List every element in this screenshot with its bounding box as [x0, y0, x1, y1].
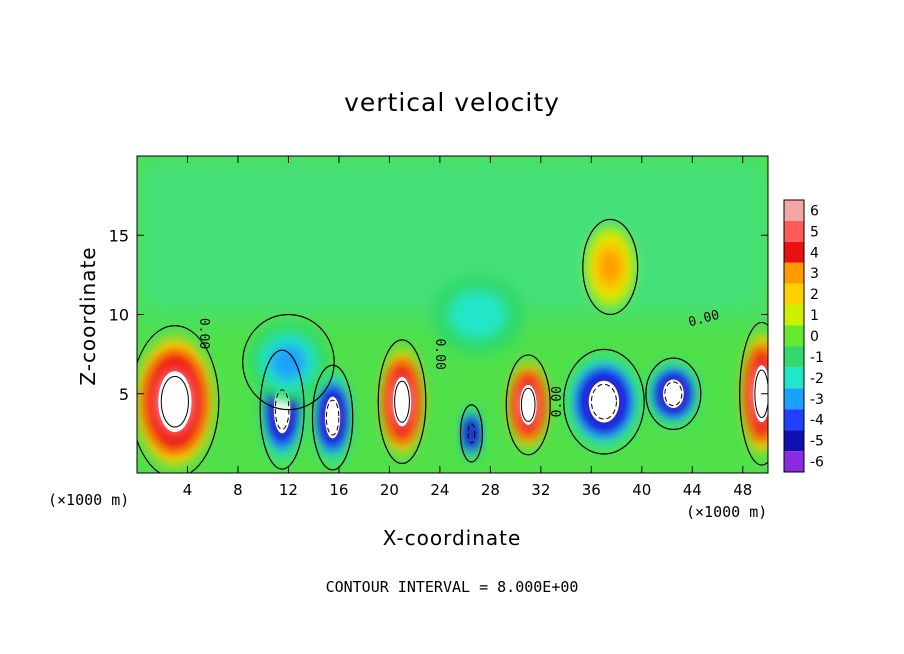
colorbar-swatch-7 [784, 346, 804, 368]
chart-title: vertical velocity [344, 88, 560, 117]
field-cell-6-saturated [588, 380, 620, 423]
colorbar-label-6: 0 [810, 329, 819, 345]
field-cell-11-level-3 [270, 344, 306, 380]
x-tick-label-9: 40 [632, 481, 651, 499]
x-tick-label-2: 12 [279, 481, 298, 499]
colorbar-label-4: 2 [810, 287, 819, 303]
x-tick-label-11: 48 [733, 481, 752, 499]
y-tick-label-0: 5 [119, 385, 129, 404]
contour-zero-6 [563, 348, 645, 455]
contour-interval-note: CONTOUR INTERVAL = 8.000E+00 [325, 578, 579, 596]
contour-zero-11 [242, 313, 335, 411]
contour-inner-3 [394, 380, 410, 423]
contour-zero-5 [505, 354, 551, 456]
colorbar-swatch-10 [784, 409, 804, 431]
colorbar-swatch-8 [784, 367, 804, 389]
contour-inner-5 [520, 387, 536, 422]
contour-label-1: 0.00 [432, 338, 447, 369]
colorbar-swatch-1 [784, 220, 804, 242]
field-cell-8-saturated [753, 365, 768, 423]
colorbar-swatch-3 [784, 262, 804, 284]
contour-lines [137, 218, 768, 473]
heatmap-field [137, 156, 768, 473]
colorbar-swatch-4 [784, 283, 804, 305]
x-tick-label-8: 36 [582, 481, 601, 499]
field-cell-7-saturated [662, 379, 684, 409]
x-axis: 4 8 12 16 20 24 28 32 36 40 44 48 [183, 156, 752, 499]
contour-inner-0 [160, 375, 189, 428]
x-unit-right: (×1000 m) [686, 503, 768, 521]
colorbar-label-12: -6 [810, 455, 824, 471]
colorbar-label-9: -3 [810, 392, 824, 408]
colorbar-swatch-5 [784, 304, 804, 326]
contour-zero-3 [377, 339, 427, 465]
x-tick-label-5: 24 [430, 481, 449, 499]
contour-label-0: 0.00 [196, 318, 211, 349]
colorbar-label-7: -1 [810, 350, 824, 366]
colorbar-swatch-0 [784, 200, 804, 221]
colorbar: 6 5 4 3 2 1 0 -1 -2 -3 -4 -5 -6 [783, 199, 824, 473]
x-axis-label: X-coordinate [382, 526, 522, 550]
y-tick-label-1: 10 [109, 306, 129, 325]
colorbar-label-2: 4 [810, 245, 819, 261]
contour-zero-8 [739, 321, 768, 466]
colorbar-label-3: 3 [810, 266, 819, 282]
colorbar-label-10: -4 [810, 413, 824, 429]
contour-label-2: 0.00 [550, 386, 565, 417]
x-tick-label-7: 32 [531, 481, 550, 499]
contour-zero-4 [459, 404, 484, 463]
colorbar-label-1: 5 [810, 224, 819, 240]
colorbar-label-0: 6 [810, 203, 819, 219]
colorbar-frame [783, 199, 805, 473]
field-cell-5-saturated [519, 384, 537, 425]
field-cell-0-saturated [158, 371, 192, 433]
contour-inner-4 [467, 423, 476, 444]
contour-zero-7 [645, 357, 702, 431]
colorbar-swatch-2 [784, 241, 804, 263]
x-tick-label-0: 4 [183, 481, 193, 499]
x-tick-label-1: 8 [233, 481, 243, 499]
x-tick-label-6: 28 [481, 481, 500, 499]
contour-inner-2 [325, 399, 340, 436]
field-cell-9-level-3 [599, 249, 621, 285]
colorbar-label-5: 1 [810, 308, 819, 324]
contour-inner-8 [754, 369, 768, 419]
contour-zero-0 [137, 325, 220, 473]
contour-inner-6 [590, 383, 617, 420]
y-axis-label: Z-coordinate [76, 246, 100, 386]
field-cell-10-level-2 [448, 290, 507, 339]
field-cell-2-saturated [324, 396, 341, 439]
x-tick-label-4: 20 [380, 481, 399, 499]
y-axis: 5 10 15 [109, 226, 768, 404]
colorbar-label-11: -5 [810, 434, 824, 450]
y-tick-label-2: 15 [109, 226, 129, 245]
contour-zero-2 [311, 364, 354, 471]
colorbar-swatch-12 [784, 451, 804, 472]
x-tick-label-10: 44 [683, 481, 702, 499]
colorbar-swatch-9 [784, 388, 804, 410]
colorbar-swatch-6 [784, 325, 804, 347]
field-cell-3-saturated [392, 376, 412, 427]
contour-inner-7 [664, 381, 683, 407]
colorbar-label-8: -2 [810, 371, 824, 387]
colorbar-swatch-11 [784, 430, 804, 452]
x-unit-left: (×1000 m) [48, 491, 130, 509]
contour-zero-9 [582, 218, 639, 316]
contour-zero-1 [259, 349, 305, 470]
x-tick-label-3: 16 [329, 481, 348, 499]
